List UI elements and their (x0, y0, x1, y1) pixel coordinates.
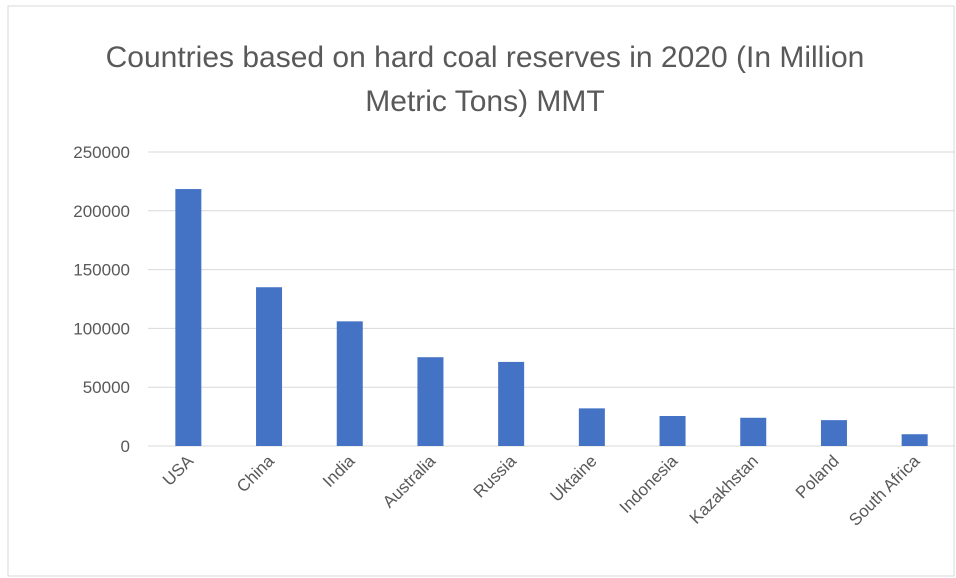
bar (175, 189, 202, 446)
bar (498, 361, 525, 446)
bar (417, 357, 444, 446)
bar (659, 416, 686, 446)
chart-title: Countries based on hard coal reserves in… (105, 41, 865, 118)
bar (336, 321, 363, 446)
y-tick-label: 200000 (73, 202, 130, 221)
y-tick-label: 0 (121, 437, 130, 456)
chart-border (7, 5, 955, 577)
y-tick-label: 100000 (73, 319, 130, 338)
bar (901, 434, 928, 446)
bar (578, 408, 605, 446)
y-tick-label: 250000 (73, 143, 130, 162)
y-tick-label: 50000 (83, 378, 130, 397)
bar (820, 420, 847, 446)
bar (740, 417, 767, 446)
bar (256, 287, 283, 446)
y-tick-label: 150000 (73, 261, 130, 280)
